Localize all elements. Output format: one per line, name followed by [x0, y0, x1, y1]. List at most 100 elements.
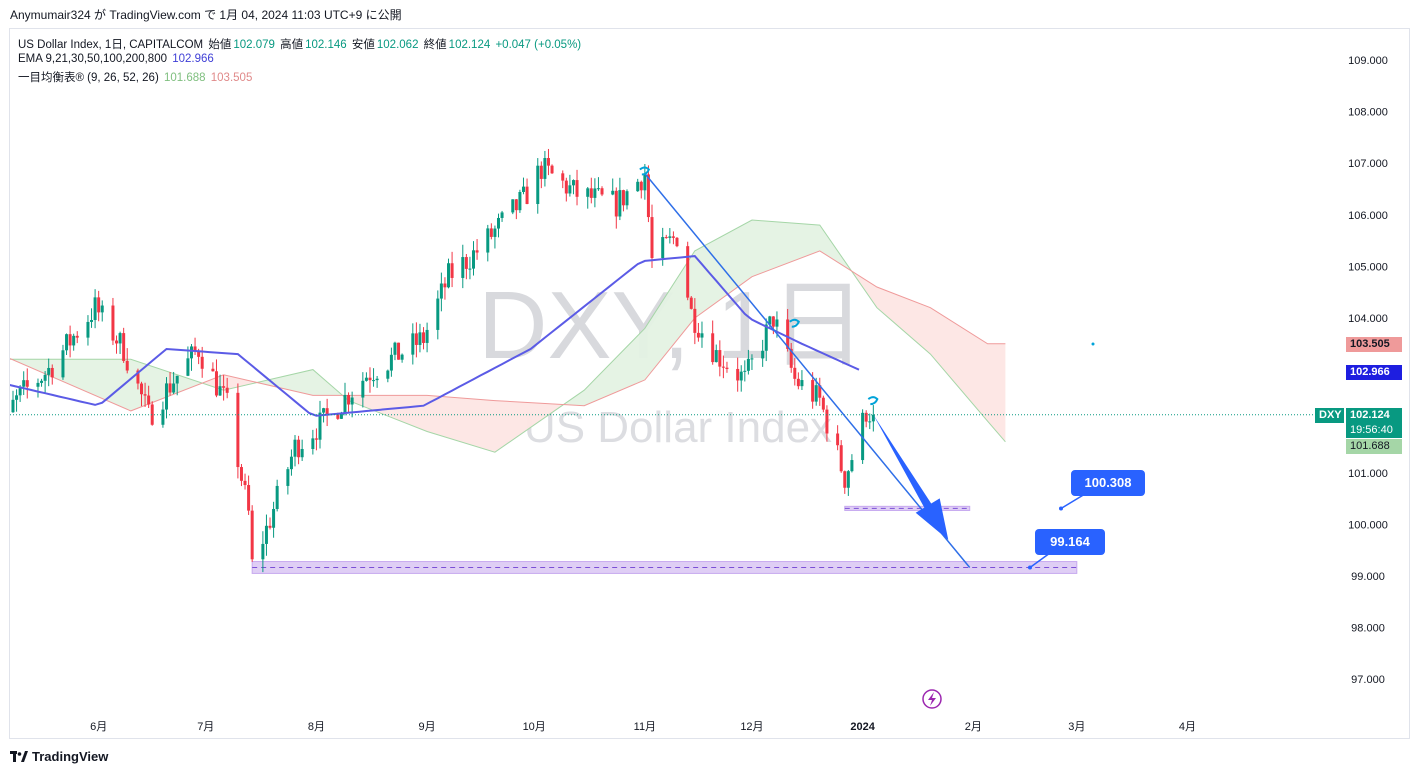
candle-body [172, 383, 176, 393]
y-tick-label: 108.000 [1348, 107, 1388, 119]
candle-body [386, 370, 390, 379]
candle-body [22, 380, 26, 387]
candle-body [511, 199, 515, 213]
y-tick-label: 104.000 [1348, 313, 1388, 325]
candle-body [818, 385, 822, 398]
candle-body [664, 237, 668, 239]
candle-body [111, 305, 115, 341]
candle-body [521, 186, 525, 192]
candle-body [143, 394, 147, 396]
candle-body [464, 257, 468, 269]
candle-body [97, 297, 101, 313]
trendline[interactable] [644, 173, 971, 569]
candle-body [621, 190, 625, 206]
candle-body [243, 480, 247, 486]
candle-body [322, 408, 326, 413]
candle-body [650, 217, 654, 259]
candle-body [721, 366, 725, 368]
callout-100-308[interactable]: 100.308 [1071, 470, 1145, 496]
candle-body [700, 333, 704, 338]
candle-body [796, 378, 800, 387]
x-tick-label: 3月 [1068, 721, 1085, 733]
candle-body [496, 217, 500, 229]
candle-body [836, 433, 840, 446]
candle-body [646, 174, 650, 218]
candle-body [214, 371, 218, 396]
legend-ichimoku-value2: 103.505 [210, 72, 253, 84]
candle-body [268, 525, 272, 528]
candle-body [571, 180, 575, 186]
candle-body [161, 409, 165, 425]
legend-change: +0.047 (+0.05%) [495, 39, 582, 51]
legend-open-value: 102.079 [233, 39, 275, 51]
cloud-bullish-segment [259, 369, 345, 398]
candle-body [289, 456, 293, 470]
candle-body [36, 382, 40, 387]
cloud-span-b-line [10, 250, 1006, 412]
candle-body [218, 386, 222, 396]
price-tag-span-a: 101.688 [1346, 439, 1402, 454]
candle-body [140, 383, 144, 395]
candle-body [443, 283, 447, 288]
y-tick-label: 105.000 [1348, 261, 1388, 273]
candle-body [447, 263, 451, 288]
candle-body [297, 439, 301, 458]
candle-body [115, 340, 119, 344]
legend-close-label: 終値 [423, 39, 447, 51]
candle-body [261, 543, 265, 560]
support-zone-0[interactable] [251, 561, 1078, 574]
candle-body [439, 283, 443, 299]
candle-body [814, 385, 818, 402]
ema-line [10, 255, 860, 417]
candle-body [736, 368, 740, 381]
candle-body [596, 188, 600, 190]
candle-body [846, 471, 850, 488]
candle-body [222, 386, 226, 388]
candle-body [186, 358, 190, 376]
candle-body [468, 268, 472, 270]
candle-body [821, 397, 825, 410]
candle-body [147, 395, 151, 405]
candle-body [714, 350, 718, 363]
candle-body [368, 377, 372, 381]
candle-body [739, 371, 743, 381]
candle-body [11, 399, 15, 413]
cloud-bearish-segment [851, 271, 1006, 442]
legend-low-label: 安値 [351, 39, 375, 51]
watermark-name: US Dollar Index [524, 403, 832, 452]
candle-body [718, 350, 722, 367]
callout-99-164[interactable]: 99.164 [1035, 529, 1105, 555]
candle-body [671, 236, 675, 238]
candle-body [318, 412, 322, 440]
y-tick-label: 99.000 [1351, 571, 1385, 583]
legend-high-label: 高値 [280, 39, 304, 51]
candle-body [300, 448, 304, 458]
legend-symbol-name: US Dollar Index, 1日, CAPITALCOM [18, 39, 204, 51]
candle-body [864, 412, 868, 422]
legend-row-ema[interactable]: EMA 9,21,30,50,100,200,800 102.966 [18, 53, 216, 65]
candle-body [314, 438, 318, 440]
projection-arrow[interactable] [873, 414, 949, 540]
candle-body [786, 319, 790, 349]
candle-body [25, 380, 29, 387]
chart-frame[interactable] [9, 28, 1410, 739]
candle-body [586, 188, 590, 197]
candle-body [375, 378, 379, 381]
candle-body [568, 185, 572, 194]
cloud-bearish-segment [345, 395, 567, 453]
cloud-bullish-segment [13, 359, 203, 411]
legend-close-value: 102.124 [448, 39, 491, 51]
candle-body [211, 368, 215, 372]
x-tick-label: 2月 [965, 721, 982, 733]
candle-body [425, 329, 429, 343]
candle-body [389, 354, 393, 371]
candle-body [65, 334, 69, 351]
legend-row-ichimoku[interactable]: 一目均衡表® (9, 26, 52, 26) 101.688 103.505 [18, 69, 254, 85]
candle-body [825, 409, 829, 434]
candle-body [100, 305, 104, 313]
candle-body [489, 228, 493, 237]
tradingview-footer[interactable]: TradingView [10, 749, 108, 764]
candle-body [61, 350, 65, 378]
candle-body [711, 333, 715, 363]
